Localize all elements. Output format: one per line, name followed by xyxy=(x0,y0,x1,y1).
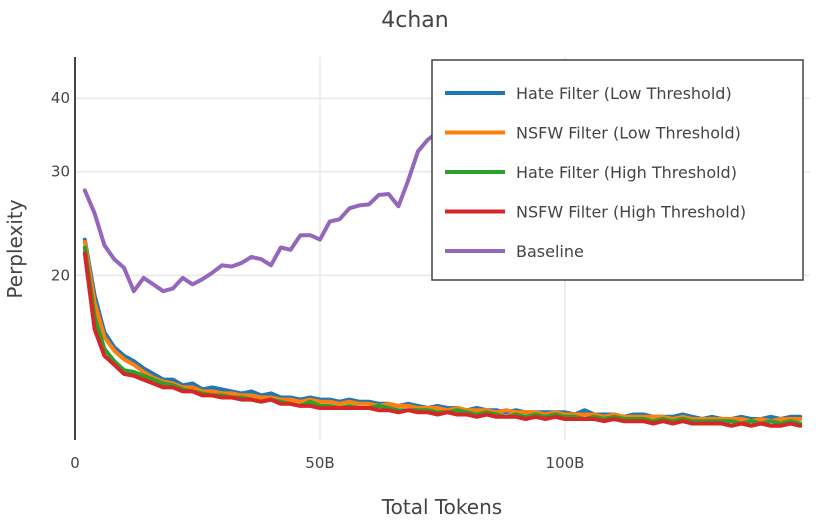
y-tick-label: 30 xyxy=(51,163,70,181)
legend-label: Hate Filter (Low Threshold) xyxy=(516,84,732,103)
legend-label: Baseline xyxy=(516,242,584,261)
y-axis-title: Perplexity xyxy=(3,199,27,298)
y-tick-label: 20 xyxy=(51,266,70,284)
x-tick-label: 50B xyxy=(305,454,334,472)
y-tick-label: 40 xyxy=(51,89,70,107)
legend-label: Hate Filter (High Threshold) xyxy=(516,163,737,182)
x-axis-title: Total Tokens xyxy=(381,495,502,519)
legend-label: NSFW Filter (High Threshold) xyxy=(516,203,746,222)
chart-title: 4chan xyxy=(381,8,448,33)
tick-labels: 0 50B 100B 20 30 40 xyxy=(51,89,585,472)
series-line-2 xyxy=(82,239,803,424)
legend-label: NSFW Filter (Low Threshold) xyxy=(516,124,741,143)
x-tick-label: 0 xyxy=(70,454,80,472)
legend: Hate Filter (Low Threshold) NSFW Filter (… xyxy=(431,59,804,281)
series-line-1 xyxy=(82,237,803,421)
series-line-4 xyxy=(82,251,803,428)
x-tick-label: 100B xyxy=(546,454,585,472)
